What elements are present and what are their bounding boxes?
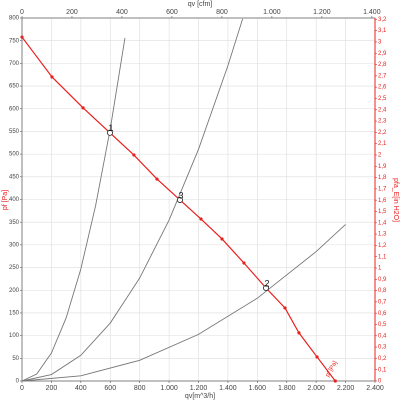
y-tick-label: 650: [9, 84, 20, 90]
curve-point: [155, 177, 159, 181]
x2-tick-label: 200: [66, 9, 78, 16]
y-tick-label: 550: [9, 129, 20, 135]
y2-tick-label: 0,1: [378, 367, 387, 373]
curve-point: [199, 217, 203, 221]
x-tick-label: 2.200: [337, 385, 355, 392]
y2-tick-label: 1,2: [378, 243, 387, 249]
operating-point-label: 1: [108, 123, 113, 133]
y2-tick-label: 0,9: [378, 277, 387, 283]
operating-point: [176, 196, 183, 203]
y2-tick-label: 2,2: [378, 130, 387, 136]
curve-point: [20, 35, 24, 39]
y2-tick-label: 2: [378, 153, 382, 159]
y2-tick-label: 2,1: [378, 141, 387, 147]
y-tick-label: 150: [9, 311, 20, 317]
y2-tick-label: 2,6: [378, 85, 387, 91]
x-tick-label: 2.000: [307, 385, 325, 392]
x2-tick-label: 1.000: [263, 9, 281, 16]
y-tick-label: 0: [16, 379, 20, 385]
y2-axis-title: pfa_E[in H2O]: [392, 178, 399, 222]
x2-tick-label: 800: [216, 9, 228, 16]
x-tick-label: 2.400: [366, 385, 384, 392]
y-tick-label: 600: [9, 106, 20, 112]
y2-tick-label: 3: [378, 40, 382, 46]
operating-point-label: 3: [178, 190, 183, 200]
y2-tick-label: 1,6: [378, 198, 387, 204]
x-tick-label: 400: [75, 385, 87, 392]
y-tick-label: 50: [12, 356, 19, 362]
y2-tick-label: 2,4: [378, 107, 387, 113]
y2-tick-label: 2,9: [378, 51, 387, 57]
x2-tick-label: 600: [166, 9, 178, 16]
y2-tick-label: 1,7: [378, 186, 387, 192]
y2-tick-label: 1,5: [378, 209, 387, 215]
y-tick-label: 450: [9, 174, 20, 180]
curve-point: [333, 379, 337, 383]
x-tick-label: 200: [46, 385, 58, 392]
curve: [21, 224, 346, 382]
y-tick-label: 700: [9, 61, 20, 67]
x-tick-label: 800: [134, 385, 146, 392]
y2-tick-label: 0,4: [378, 333, 387, 339]
y2-tick-label: 0,8: [378, 288, 387, 294]
operating-point: [106, 129, 113, 136]
curve-point: [242, 261, 246, 265]
y-tick-label: 750: [9, 38, 20, 44]
x-tick-label: 0: [20, 385, 24, 392]
curve-point: [220, 237, 224, 241]
curve-point: [283, 306, 287, 310]
curve-point: [50, 75, 54, 79]
x-tick-label: 1.400: [219, 385, 237, 392]
y2-tick-label: 0,7: [378, 299, 387, 305]
y2-tick-label: 1,8: [378, 175, 387, 181]
y2-tick-label: 1,1: [378, 254, 387, 260]
y2-tick-label: 1,3: [378, 232, 387, 238]
x-tick-label: 600: [104, 385, 116, 392]
curve-point: [315, 355, 319, 359]
y-tick-label: 800: [9, 16, 20, 22]
operating-point: [263, 284, 270, 291]
y2-tick-label: 0: [378, 379, 382, 385]
y-tick-label: 300: [9, 242, 20, 248]
y-tick-label: 250: [9, 265, 20, 271]
y2-tick-label: 2,8: [378, 62, 387, 68]
y2-tick-label: 2,3: [378, 119, 387, 125]
y-tick-label: 500: [9, 152, 20, 158]
y-axis-title: pf [Pa]: [2, 190, 9, 210]
y2-tick-label: 2,7: [378, 73, 387, 79]
x2-axis-title: qv [cfm]: [188, 1, 213, 8]
curve: [21, 36, 336, 382]
curve: [21, 37, 126, 382]
curve-point: [132, 153, 136, 157]
y2-tick-label: 1: [378, 266, 382, 272]
curve-point: [81, 106, 85, 110]
x-axis-title: qv[m^3/h]: [185, 393, 215, 400]
y2-tick-label: 1,4: [378, 220, 387, 226]
y2-tick-label: 1,9: [378, 164, 387, 170]
x2-tick-label: 400: [116, 9, 128, 16]
y2-tick-label: 0,2: [378, 356, 387, 362]
y-tick-label: 400: [9, 197, 20, 203]
y2-tick-label: 0,5: [378, 322, 387, 328]
x-tick-label: 1.000: [160, 385, 178, 392]
x-tick-label: 1.600: [249, 385, 267, 392]
curve-point: [297, 331, 301, 335]
curve: [21, 18, 244, 382]
x2-tick-label: 1.200: [313, 9, 331, 16]
x-tick-label: 1.200: [190, 385, 208, 392]
y2-tick-label: 3,1: [378, 28, 387, 34]
y-tick-label: 200: [9, 288, 20, 294]
x2-tick-label: 0: [20, 9, 24, 16]
operating-point-label: 2: [265, 278, 270, 288]
y-tick-label: 100: [9, 333, 20, 339]
y2-tick-label: 2,5: [378, 96, 387, 102]
x-tick-label: 1.800: [278, 385, 296, 392]
x2-tick-label: 1.400: [363, 9, 381, 16]
y2-tick-label: 0,3: [378, 345, 387, 351]
y2-tick-label: 3,2: [378, 17, 387, 23]
y2-tick-label: 0,6: [378, 311, 387, 317]
y-tick-label: 350: [9, 220, 20, 226]
